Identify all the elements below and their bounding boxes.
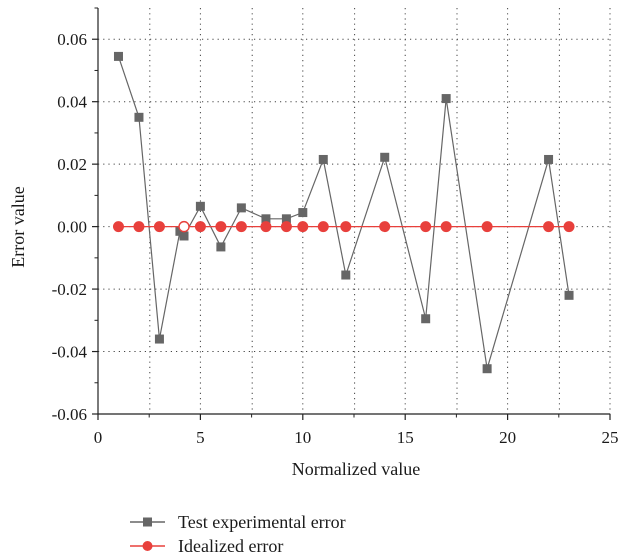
data-point-idealized — [317, 221, 329, 233]
y-tick-label: -0.06 — [52, 405, 87, 424]
x-axis-title: Normalized value — [292, 459, 420, 479]
legend-label: Test experimental error — [178, 512, 346, 532]
data-point-idealized — [543, 221, 555, 233]
data-point-test-experimental — [380, 152, 390, 162]
data-point-test-experimental — [113, 51, 123, 61]
y-tick-label: 0.06 — [57, 30, 87, 49]
data-point-idealized — [297, 221, 309, 233]
data-point-idealized — [260, 221, 272, 233]
data-point-test-experimental — [544, 154, 554, 164]
legend-label: Idealized error — [178, 536, 283, 556]
x-tick-label: 15 — [397, 428, 414, 447]
data-point-test-experimental — [298, 208, 308, 218]
data-point-test-experimental — [421, 314, 431, 324]
data-point-idealized — [340, 221, 352, 233]
y-tick-label: -0.04 — [52, 343, 88, 362]
data-point-test-experimental — [281, 214, 291, 224]
y-tick-label: 0.04 — [57, 93, 87, 112]
data-point-test-experimental — [564, 290, 574, 300]
data-point-idealized — [133, 221, 145, 233]
data-point-idealized — [178, 220, 190, 233]
legend-marker-circle — [142, 541, 153, 551]
data-point-test-experimental — [154, 334, 164, 344]
y-tick-label: -0.02 — [52, 280, 87, 299]
data-point-idealized — [194, 221, 206, 233]
data-point-idealized — [563, 221, 575, 233]
y-axis-title: Error value — [8, 186, 28, 267]
x-tick-label: 5 — [196, 428, 205, 447]
data-point-idealized — [440, 221, 452, 233]
data-point-test-experimental — [195, 201, 205, 211]
grid — [98, 8, 611, 414]
data-point-test-experimental — [179, 231, 189, 241]
data-point-test-experimental — [261, 214, 271, 224]
data-point-idealized — [215, 221, 227, 233]
data-point-test-experimental — [236, 203, 246, 213]
y-tick-label: 0.02 — [57, 155, 87, 174]
data-point-test-experimental — [341, 270, 351, 280]
data-point-idealized — [112, 221, 124, 233]
data-point-idealized — [235, 221, 247, 233]
data-point-idealized — [379, 221, 391, 233]
series-line-test-experimental — [117, 56, 570, 369]
y-tick-label: 0.00 — [57, 218, 87, 237]
x-tick-label: 0 — [94, 428, 103, 447]
data-point-idealized — [420, 221, 432, 233]
x-tick-label: 25 — [602, 428, 619, 447]
data-point-idealized — [280, 221, 292, 233]
data-point-test-experimental — [482, 364, 492, 374]
legend-marker-square — [143, 517, 152, 527]
data-point-test-experimental — [134, 112, 144, 122]
axes: 0 5 10 15 20 25 -0.06 -0.04 -0.02 0.00 0.02 0.04 0.0… — [52, 7, 619, 447]
data-point-test-experimental — [175, 226, 185, 236]
data-point-test-experimental — [318, 154, 328, 164]
legend: Test experimental error Idealized error — [130, 512, 346, 556]
data-point-test-experimental — [216, 242, 226, 252]
x-tick-label: 20 — [499, 428, 516, 447]
data-point-idealized — [153, 221, 165, 233]
data-point-idealized — [481, 221, 493, 233]
data-point-test-experimental — [441, 94, 451, 104]
x-tick-label: 10 — [294, 428, 311, 447]
series — [112, 51, 575, 374]
